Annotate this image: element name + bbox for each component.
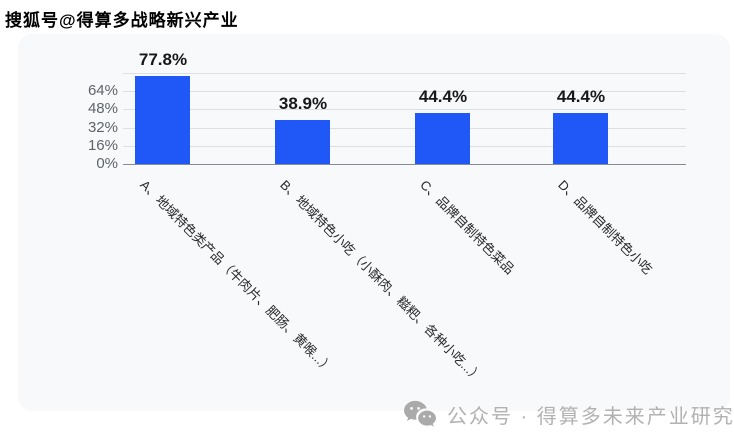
value-label-b: 38.9% [278,94,328,113]
ytick-64: 64% [87,82,118,99]
gridline-16 [123,146,686,147]
wechat-watermark: 公众号 · 得算多未来产业研究 [403,397,734,431]
bar-b [275,120,330,164]
chart-panel: 0% 16% 32% 48% 64% 77.8% 38.9% 44.4% 44.… [18,34,730,411]
ytick-0: 0% [96,155,118,172]
gridline-48 [123,109,686,110]
sohu-watermark: 搜狐号@得算多战略新兴产业 [5,11,239,30]
value-label-a: 77.8% [138,50,188,69]
bar-c [415,113,470,164]
value-label-d: 44.4% [556,87,606,106]
wechat-icon [403,399,437,429]
ytick-32: 32% [87,119,118,136]
gridline-32 [123,128,686,129]
x-axis-line [123,164,686,165]
category-label-c: C、品牌自制特色菜品 [417,177,518,278]
bar-a [135,76,190,164]
ytick-48: 48% [87,100,118,117]
value-label-c: 44.4% [418,87,468,106]
bar-d [553,113,608,164]
gridline-80 [123,73,686,74]
ytick-16: 16% [87,137,118,154]
wechat-watermark-text: 公众号 · 得算多未来产业研究 [447,405,734,428]
category-label-d: D、品牌自制特色小吃 [555,177,656,278]
gridline-64 [123,91,686,92]
